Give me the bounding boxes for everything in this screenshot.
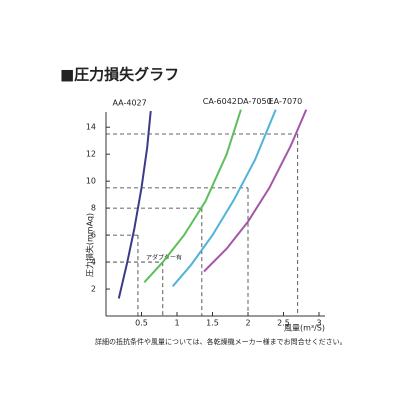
y-tick-label: 8 — [91, 204, 96, 213]
x-axis-label: 風量(m³/S) — [284, 324, 325, 333]
footnote: 詳細の抵抗条件や風量については、各乾燥機メーカー様までお問合せください。 — [95, 337, 347, 346]
y-tick-label: 14 — [86, 123, 96, 132]
x-tick-label: 3 — [316, 319, 321, 328]
x-tick-label: 1.5 — [206, 319, 219, 328]
y-tick-label: 12 — [86, 150, 96, 159]
x-tick-label: 0.5 — [135, 319, 148, 328]
y-tick-label: 6 — [91, 231, 96, 240]
y-tick-label: 10 — [86, 177, 96, 186]
legend-label: EA-7070 — [269, 97, 303, 106]
series-line — [117, 110, 152, 299]
x-tick-label: 2.5 — [277, 319, 290, 328]
chart-title: ■圧力損失グラフ — [60, 66, 179, 84]
series-line — [171, 109, 277, 287]
legend-label: CA-6042 — [203, 97, 237, 106]
legend-label: DA-7050 — [237, 97, 272, 106]
series-line — [143, 109, 242, 283]
x-tick-label: 1 — [174, 319, 179, 328]
x-tick-label: 2 — [245, 319, 250, 328]
y-axis-label: 圧力損失(mmAq) — [85, 213, 95, 277]
y-tick-label: 2 — [91, 285, 96, 294]
y-tick-label: 4 — [91, 258, 96, 267]
legend-label: AA-4027 — [112, 99, 146, 108]
series-line — [203, 109, 308, 273]
annotation: アダプター有 — [146, 254, 182, 262]
